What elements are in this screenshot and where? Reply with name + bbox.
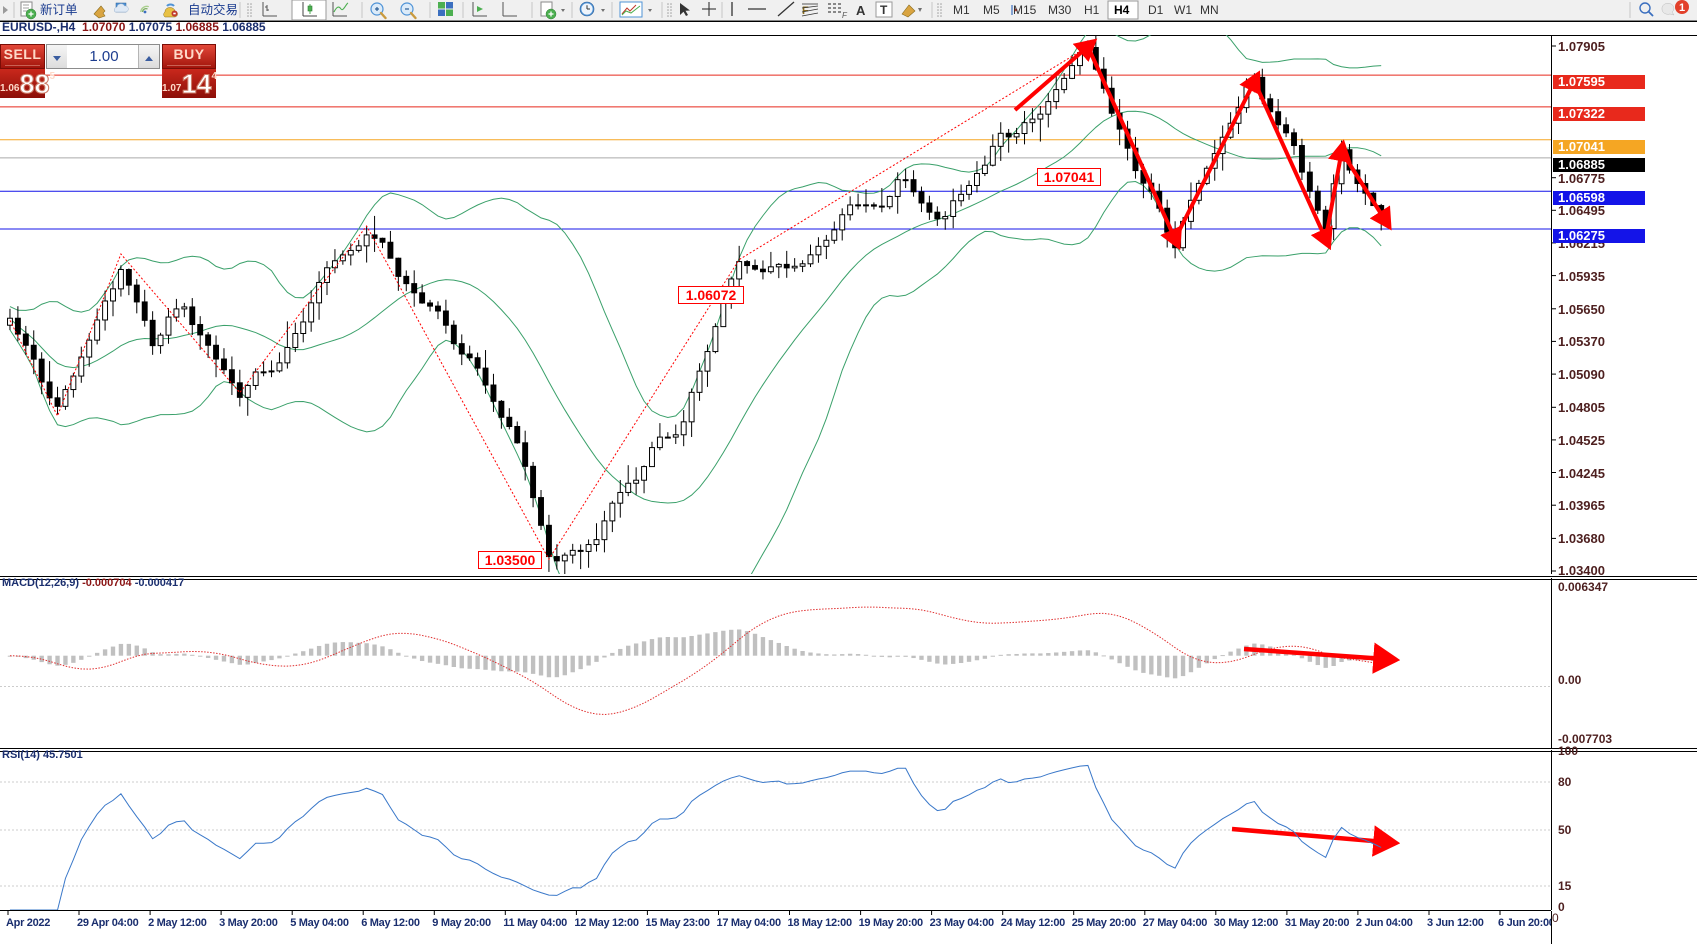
svg-text:H4: H4 xyxy=(1114,3,1130,17)
svg-text:M30: M30 xyxy=(1048,3,1072,17)
svg-text:新订单: 新订单 xyxy=(40,2,78,17)
svg-text:H1: H1 xyxy=(1084,3,1100,17)
svg-text:F: F xyxy=(842,11,848,20)
svg-text:MN: MN xyxy=(1200,3,1219,17)
svg-text:M15: M15 xyxy=(1013,3,1037,17)
svg-text:M1: M1 xyxy=(953,3,970,17)
svg-text:W1: W1 xyxy=(1174,3,1192,17)
svg-text:D1: D1 xyxy=(1148,3,1164,17)
svg-text:1: 1 xyxy=(1679,2,1685,14)
svg-text:自动交易: 自动交易 xyxy=(188,2,238,17)
svg-text:M5: M5 xyxy=(983,3,1000,17)
svg-text:A: A xyxy=(856,3,866,18)
svg-text:T: T xyxy=(880,3,888,17)
